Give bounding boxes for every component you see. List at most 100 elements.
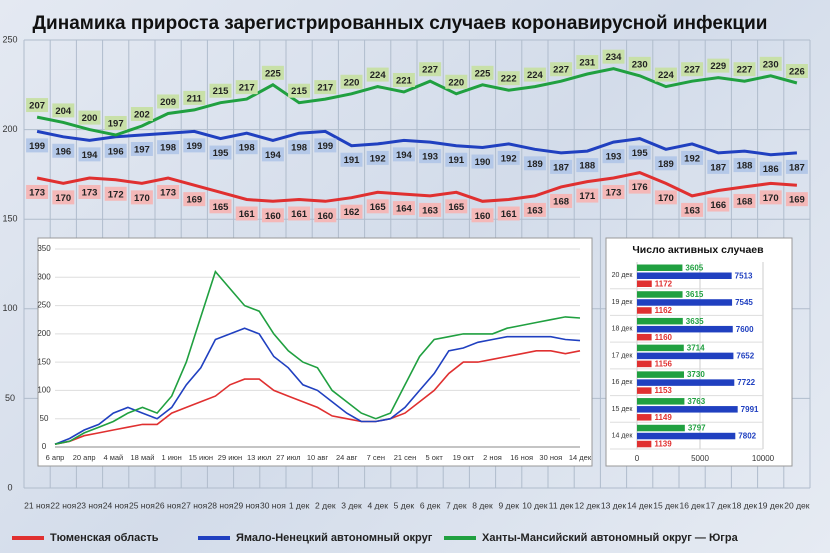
bar <box>637 440 652 448</box>
value-label-bg <box>78 147 101 162</box>
value-label: 220 <box>344 77 360 88</box>
value-label-bg <box>78 110 101 125</box>
value-label-bg <box>366 199 389 214</box>
x-tick-label: 6 апр <box>46 453 65 462</box>
bar <box>637 432 736 440</box>
x-tick-label: 10 авг <box>307 453 329 462</box>
value-label: 7652 <box>736 352 754 361</box>
value-label: 192 <box>501 153 517 164</box>
value-label-bg <box>26 184 49 199</box>
value-label: 217 <box>239 83 255 94</box>
x-tick-label: 4 май <box>103 453 123 462</box>
value-label: 199 <box>186 141 202 152</box>
bar <box>637 272 732 279</box>
value-label: 7802 <box>738 432 756 441</box>
value-label-bg <box>419 62 442 77</box>
value-label-bg <box>707 159 730 174</box>
value-label: 193 <box>606 152 622 163</box>
value-label-bg <box>759 56 782 71</box>
value-label: 170 <box>134 193 150 204</box>
bar <box>637 360 652 368</box>
value-label: 1172 <box>655 279 673 288</box>
value-label-bg <box>26 98 49 113</box>
series-line <box>54 269 581 445</box>
x-tick-label: 14 дек <box>569 453 592 462</box>
value-label: 196 <box>55 146 71 157</box>
legend-label: Ханты-Мансийский автономный округ — Югра <box>482 532 739 544</box>
value-label: 7722 <box>737 378 755 387</box>
value-label: 197 <box>108 118 124 129</box>
y-tick-label: 17 дек <box>612 352 634 359</box>
y-tick-label: 50 <box>5 393 15 403</box>
x-tick-label: 18 дек <box>732 500 758 510</box>
value-label-bg <box>104 143 127 158</box>
y-tick-label: 200 <box>2 124 17 134</box>
x-tick-label: 27 ноя <box>181 500 207 510</box>
x-tick-label: 24 ноя <box>103 500 129 510</box>
value-label: 7991 <box>741 405 759 414</box>
value-label-bg <box>497 206 520 221</box>
x-tick-label: 10 дек <box>522 500 548 510</box>
value-label: 170 <box>658 193 674 204</box>
y-tick-label: 18 дек <box>612 326 634 333</box>
value-label-bg <box>366 67 389 82</box>
value-label-bg <box>209 199 232 214</box>
x-tick-label: 15 дек <box>653 500 679 510</box>
value-label-bg <box>628 179 651 194</box>
value-label-bg <box>654 156 677 171</box>
value-label: 168 <box>737 196 753 207</box>
x-tick-label: 1 июн <box>162 453 182 462</box>
x-tick-label: 4 дек <box>367 500 388 510</box>
value-label: 197 <box>134 144 150 155</box>
y-tick-label: 14 дек <box>612 432 634 439</box>
bar-title: Число активных случаев <box>632 244 764 256</box>
chart-title: Динамика прироста зарегистрированных слу… <box>33 13 768 34</box>
value-label-bg <box>130 141 153 156</box>
x-tick-label: 22 ноя <box>50 500 76 510</box>
value-label: 7600 <box>736 325 754 334</box>
value-label: 204 <box>55 106 72 117</box>
value-label-bg <box>419 149 442 164</box>
bar <box>637 352 734 360</box>
value-label: 173 <box>82 187 98 198</box>
value-label-bg <box>707 58 730 73</box>
value-label: 198 <box>239 143 255 154</box>
x-tick-label: 23 ноя <box>77 500 103 510</box>
value-label: 222 <box>501 74 517 85</box>
x-tick-label: 16 дек <box>679 500 705 510</box>
value-label: 188 <box>737 161 753 172</box>
bar <box>637 280 652 287</box>
value-label-bg <box>392 201 415 216</box>
value-label-bg <box>759 190 782 205</box>
value-label: 230 <box>632 59 648 70</box>
value-label-bg <box>759 161 782 176</box>
value-label-bg <box>314 138 337 153</box>
value-label-bg <box>183 138 206 153</box>
x-tick-label: 5 окт <box>426 453 444 462</box>
value-label-bg <box>261 208 284 223</box>
x-tick-label: 13 июл <box>247 453 271 462</box>
x-tick-label: 5000 <box>691 454 709 463</box>
value-label: 161 <box>291 209 308 220</box>
value-label: 3797 <box>688 424 706 433</box>
value-label: 165 <box>213 202 230 213</box>
value-label: 191 <box>344 155 361 166</box>
x-tick-label: 27 июл <box>276 453 300 462</box>
value-label-bg <box>602 49 625 64</box>
value-label-bg <box>183 192 206 207</box>
value-label-bg <box>130 107 153 122</box>
value-label: 161 <box>501 209 518 220</box>
value-label-bg <box>523 67 546 82</box>
bar <box>637 307 652 314</box>
value-label: 3635 <box>686 317 704 326</box>
value-label: 173 <box>606 187 622 198</box>
bar <box>637 371 684 378</box>
value-label-bg <box>785 159 808 174</box>
value-label: 3605 <box>685 263 703 272</box>
series-line <box>36 67 798 137</box>
value-label-bg <box>523 156 546 171</box>
x-tick-label: 14 дек <box>627 500 653 510</box>
x-tick-label: 20 дек <box>784 500 810 510</box>
value-label: 186 <box>763 164 779 175</box>
x-tick-label: 21 сен <box>394 453 417 462</box>
